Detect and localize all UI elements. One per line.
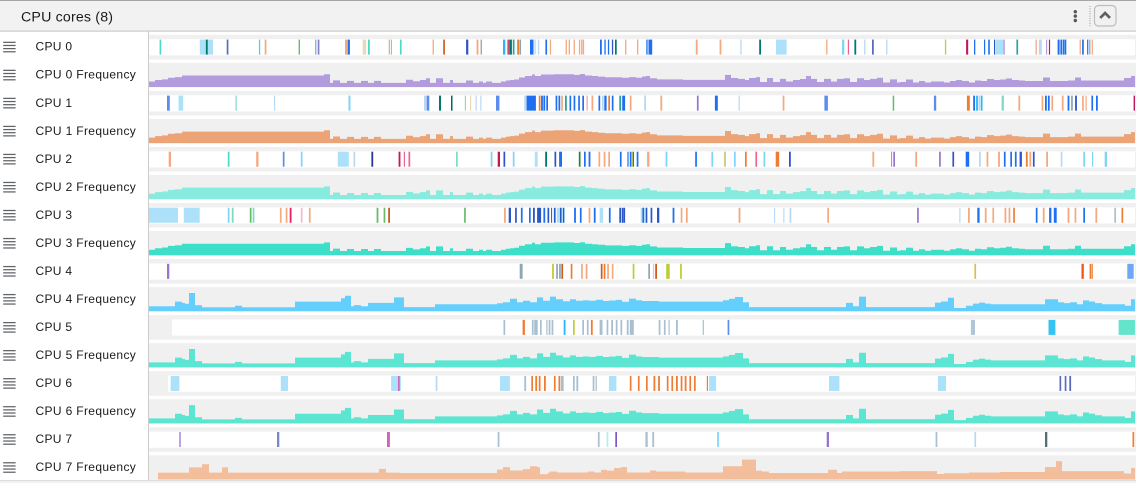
svg-text:CPU 4: CPU 4 bbox=[36, 264, 73, 278]
svg-text:CPU 0 Frequency: CPU 0 Frequency bbox=[36, 68, 136, 82]
svg-text:CPU 3 Frequency: CPU 3 Frequency bbox=[36, 236, 136, 250]
svg-text:CPU 3: CPU 3 bbox=[36, 208, 73, 222]
svg-text:CPU cores (8): CPU cores (8) bbox=[21, 10, 113, 26]
svg-text:CPU 0: CPU 0 bbox=[36, 40, 73, 54]
svg-text:CPU 1: CPU 1 bbox=[36, 96, 73, 110]
svg-text:CPU 7: CPU 7 bbox=[36, 432, 73, 446]
svg-text:CPU 1 Frequency: CPU 1 Frequency bbox=[36, 124, 136, 138]
svg-text:CPU 4 Frequency: CPU 4 Frequency bbox=[36, 292, 136, 306]
svg-text:CPU 5: CPU 5 bbox=[36, 320, 73, 334]
svg-text:CPU 7 Frequency: CPU 7 Frequency bbox=[36, 460, 136, 474]
svg-text:CPU 6: CPU 6 bbox=[36, 376, 73, 390]
svg-text:CPU 5 Frequency: CPU 5 Frequency bbox=[36, 348, 136, 362]
svg-text:CPU 2 Frequency: CPU 2 Frequency bbox=[36, 180, 136, 194]
svg-text:CPU 6 Frequency: CPU 6 Frequency bbox=[36, 404, 136, 418]
svg-text:CPU 2: CPU 2 bbox=[36, 152, 73, 166]
